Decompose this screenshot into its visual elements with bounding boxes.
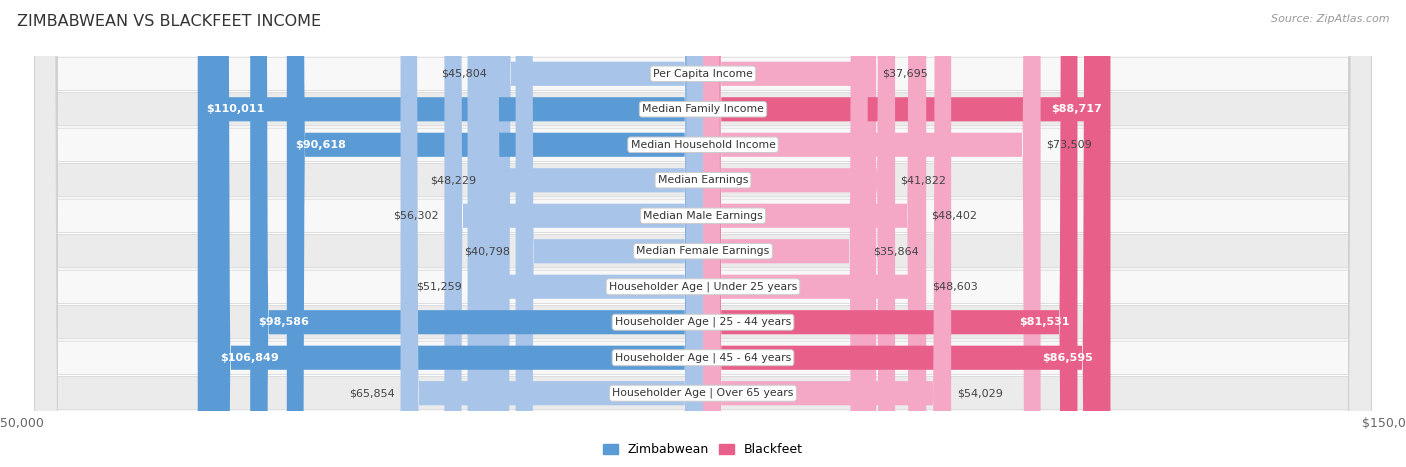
FancyBboxPatch shape	[35, 0, 1371, 467]
Text: $81,531: $81,531	[1019, 317, 1069, 327]
Text: $88,717: $88,717	[1052, 104, 1102, 114]
FancyBboxPatch shape	[492, 0, 703, 467]
Text: $37,695: $37,695	[882, 69, 928, 79]
FancyBboxPatch shape	[703, 0, 927, 467]
FancyBboxPatch shape	[250, 0, 703, 467]
Text: Householder Age | 45 - 64 years: Householder Age | 45 - 64 years	[614, 353, 792, 363]
FancyBboxPatch shape	[703, 0, 876, 467]
Text: $41,822: $41,822	[901, 175, 946, 185]
Text: $48,229: $48,229	[430, 175, 477, 185]
Text: $98,586: $98,586	[259, 317, 309, 327]
Text: $56,302: $56,302	[394, 211, 439, 221]
Text: Median Household Income: Median Household Income	[630, 140, 776, 150]
Text: $35,864: $35,864	[873, 246, 920, 256]
FancyBboxPatch shape	[703, 0, 1040, 467]
FancyBboxPatch shape	[198, 0, 703, 467]
Text: $51,259: $51,259	[416, 282, 463, 292]
FancyBboxPatch shape	[212, 0, 703, 467]
FancyBboxPatch shape	[444, 0, 703, 467]
Text: Per Capita Income: Per Capita Income	[652, 69, 754, 79]
Legend: Zimbabwean, Blackfeet: Zimbabwean, Blackfeet	[598, 439, 808, 461]
FancyBboxPatch shape	[35, 0, 1371, 467]
Text: Householder Age | Over 65 years: Householder Age | Over 65 years	[612, 388, 794, 398]
Text: $90,618: $90,618	[295, 140, 346, 150]
FancyBboxPatch shape	[481, 0, 703, 467]
Text: $106,849: $106,849	[221, 353, 280, 363]
Text: Median Family Income: Median Family Income	[643, 104, 763, 114]
FancyBboxPatch shape	[35, 0, 1371, 467]
FancyBboxPatch shape	[35, 0, 1371, 467]
FancyBboxPatch shape	[35, 0, 1371, 467]
FancyBboxPatch shape	[516, 0, 703, 467]
Text: Householder Age | Under 25 years: Householder Age | Under 25 years	[609, 282, 797, 292]
Text: $45,804: $45,804	[441, 69, 486, 79]
Text: $40,798: $40,798	[464, 246, 510, 256]
FancyBboxPatch shape	[468, 0, 703, 467]
FancyBboxPatch shape	[703, 0, 896, 467]
FancyBboxPatch shape	[703, 0, 1111, 467]
FancyBboxPatch shape	[401, 0, 703, 467]
FancyBboxPatch shape	[35, 0, 1371, 467]
Text: $48,402: $48,402	[931, 211, 977, 221]
Text: Median Female Earnings: Median Female Earnings	[637, 246, 769, 256]
FancyBboxPatch shape	[287, 0, 703, 467]
FancyBboxPatch shape	[35, 0, 1371, 467]
FancyBboxPatch shape	[35, 0, 1371, 467]
Text: $48,603: $48,603	[932, 282, 977, 292]
Text: Median Male Earnings: Median Male Earnings	[643, 211, 763, 221]
Text: Median Earnings: Median Earnings	[658, 175, 748, 185]
FancyBboxPatch shape	[703, 0, 868, 467]
Text: $73,509: $73,509	[1046, 140, 1092, 150]
FancyBboxPatch shape	[35, 0, 1371, 467]
Text: Source: ZipAtlas.com: Source: ZipAtlas.com	[1271, 14, 1389, 24]
Text: $110,011: $110,011	[207, 104, 264, 114]
Text: ZIMBABWEAN VS BLACKFEET INCOME: ZIMBABWEAN VS BLACKFEET INCOME	[17, 14, 321, 29]
Text: $65,854: $65,854	[349, 388, 395, 398]
Text: $54,029: $54,029	[956, 388, 1002, 398]
FancyBboxPatch shape	[703, 0, 925, 467]
FancyBboxPatch shape	[35, 0, 1371, 467]
FancyBboxPatch shape	[703, 0, 950, 467]
Text: Householder Age | 25 - 44 years: Householder Age | 25 - 44 years	[614, 317, 792, 327]
FancyBboxPatch shape	[703, 0, 1101, 467]
FancyBboxPatch shape	[703, 0, 1077, 467]
Text: $86,595: $86,595	[1042, 353, 1092, 363]
